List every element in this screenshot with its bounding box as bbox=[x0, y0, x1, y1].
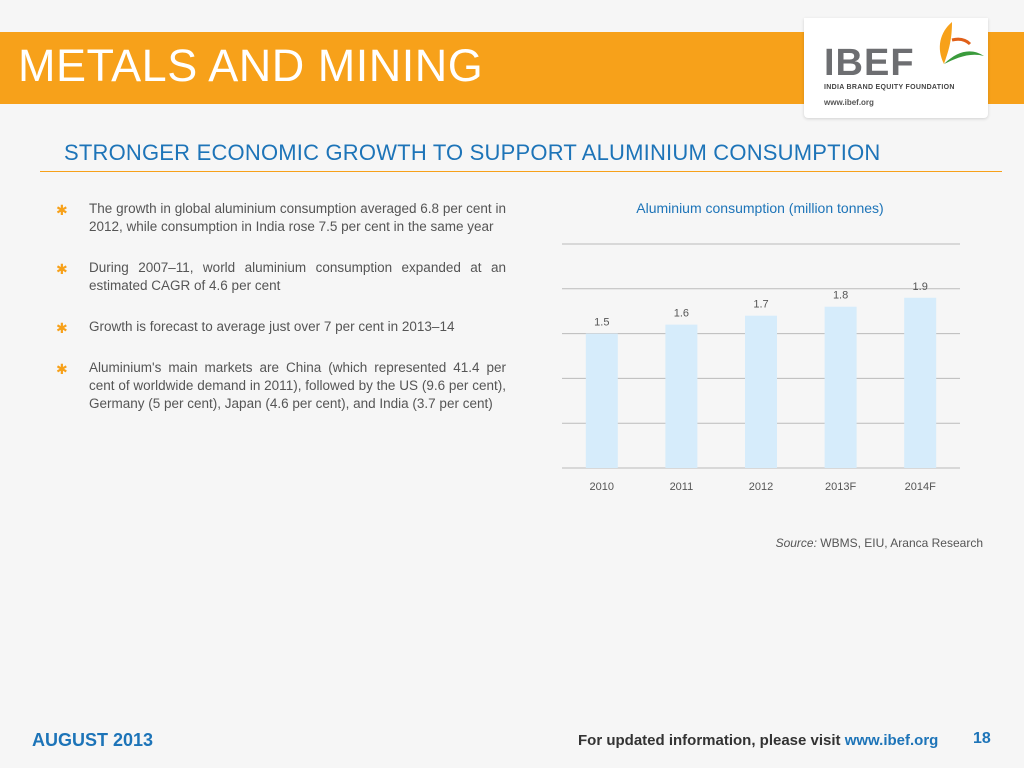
footer-visit: For updated information, please visit ww… bbox=[578, 732, 938, 749]
x-tick-label: 2012 bbox=[749, 481, 773, 493]
logo-text: IBEF bbox=[824, 42, 915, 84]
bar-2012 bbox=[745, 315, 777, 468]
section-title: STRONGER ECONOMIC GROWTH TO SUPPORT ALUM… bbox=[64, 140, 881, 165]
section-divider bbox=[40, 171, 1002, 172]
asterisk-bullet-icon: ✱ bbox=[56, 261, 68, 277]
bar-chart: 1.5 2010 1.6 2011 1.7 2012 1.8 2013F 1.9 2014F bbox=[562, 243, 960, 493]
bullet-item: ✱ Aluminium's main markets are China (wh… bbox=[56, 359, 506, 413]
data-label: 1.8 bbox=[833, 290, 848, 302]
bird-logo-icon bbox=[939, 22, 984, 64]
page-title: METALS AND MINING bbox=[18, 40, 484, 91]
page-number: 18 bbox=[973, 730, 991, 747]
asterisk-bullet-icon: ✱ bbox=[56, 320, 68, 336]
source-note: Source: WBMS, EIU, Aranca Research bbox=[776, 536, 983, 550]
bullet-item: ✱ The growth in global aluminium consump… bbox=[56, 200, 506, 236]
data-label: 1.9 bbox=[913, 281, 928, 293]
x-tick-label: 2011 bbox=[670, 481, 694, 493]
bullet-item: ✱ Growth is forecast to average just ove… bbox=[56, 318, 506, 336]
bullet-text: During 2007–11, world aluminium consumpt… bbox=[89, 260, 506, 293]
bar-2011 bbox=[665, 324, 698, 468]
footer-visit-text: For updated information, please visit bbox=[578, 732, 841, 749]
x-tick-label: 2014F bbox=[905, 481, 936, 493]
bar-2014F bbox=[904, 297, 937, 468]
footer-date: AUGUST 2013 bbox=[32, 730, 154, 750]
footer-url-link[interactable]: www.ibef.org bbox=[844, 732, 939, 749]
source-text: WBMS, EIU, Aranca Research bbox=[820, 536, 983, 550]
x-tick-label: 2010 bbox=[590, 481, 614, 493]
bar-2013F bbox=[824, 306, 857, 468]
bullet-list: ✱ The growth in global aluminium consump… bbox=[56, 200, 506, 436]
chart-title: Aluminium consumption (million tonnes) bbox=[636, 200, 884, 216]
ibef-logo: IBEF INDIA BRAND EQUITY FOUNDATION www.i… bbox=[804, 18, 988, 118]
bar-2010 bbox=[585, 333, 618, 468]
asterisk-bullet-icon: ✱ bbox=[56, 202, 68, 218]
data-label: 1.5 bbox=[594, 317, 609, 329]
logo-url: www.ibef.org bbox=[824, 98, 874, 107]
bullet-item: ✱ During 2007–11, world aluminium consum… bbox=[56, 259, 506, 295]
data-label: 1.7 bbox=[753, 299, 768, 311]
data-label: 1.6 bbox=[674, 308, 689, 320]
bullet-text: The growth in global aluminium consumpti… bbox=[89, 201, 506, 234]
bullet-text: Growth is forecast to average just over … bbox=[89, 319, 455, 334]
x-tick-label: 2013F bbox=[825, 481, 856, 493]
asterisk-bullet-icon: ✱ bbox=[56, 361, 68, 377]
logo-subtitle: INDIA BRAND EQUITY FOUNDATION bbox=[824, 84, 955, 91]
bullet-text: Aluminium's main markets are China (whic… bbox=[89, 360, 506, 411]
source-label: Source: bbox=[775, 536, 817, 550]
